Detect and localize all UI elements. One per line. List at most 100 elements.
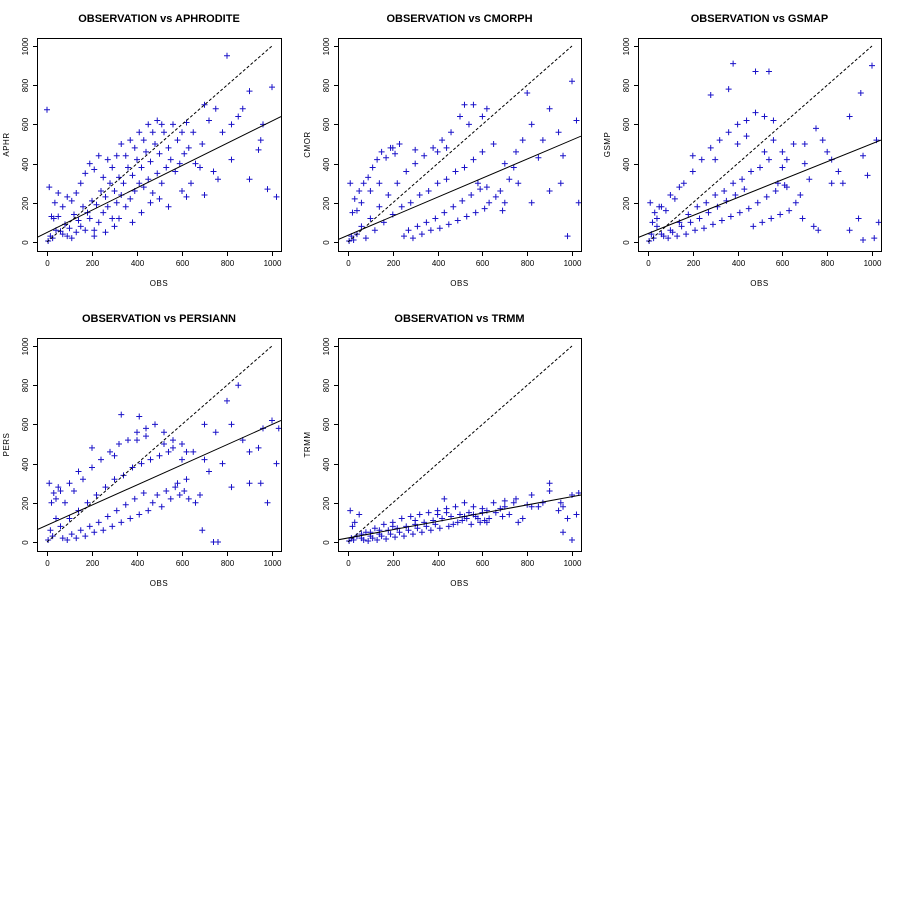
data-point (452, 168, 459, 175)
data-point (792, 199, 799, 206)
data-point (349, 523, 356, 530)
data-point (790, 141, 797, 147)
data-point (163, 488, 170, 495)
data-point (199, 141, 206, 147)
x-tick-label: 600 (776, 259, 790, 268)
y-tick-label: 200 (21, 196, 30, 210)
data-point (228, 421, 235, 428)
data-point (501, 160, 508, 167)
data-point (519, 515, 526, 522)
data-point (77, 180, 84, 187)
data-point (129, 219, 136, 226)
data-point (468, 191, 475, 198)
data-point (539, 137, 546, 144)
x-tick-label: 200 (387, 259, 401, 268)
data-point (255, 146, 262, 153)
x-tick-label: 0 (45, 559, 50, 568)
data-point (806, 176, 813, 183)
data-point (118, 141, 125, 147)
data-point (705, 209, 712, 216)
data-point (674, 233, 681, 240)
data-point (392, 534, 399, 541)
data-point (414, 223, 421, 230)
data-point (358, 223, 365, 230)
data-point (158, 180, 165, 187)
data-point (140, 137, 147, 144)
y-tick-label: 800 (21, 78, 30, 92)
data-point (367, 215, 374, 222)
scatter-points (346, 480, 581, 545)
data-point (167, 495, 174, 502)
data-point (510, 499, 517, 506)
x-tick-label: 400 (732, 259, 746, 268)
data-point (46, 184, 53, 191)
data-point (165, 144, 172, 151)
data-point (660, 233, 667, 240)
data-point (145, 121, 152, 128)
plot-area (338, 45, 581, 245)
data-point (474, 180, 481, 187)
data-point (667, 191, 674, 198)
data-point (170, 437, 176, 444)
data-point (736, 209, 743, 216)
data-point (810, 223, 817, 230)
data-point (143, 425, 149, 432)
x-tick-label: 200 (86, 559, 100, 568)
data-point (64, 537, 71, 544)
data-point (129, 172, 136, 179)
data-point (80, 476, 86, 483)
x-tick-label: 200 (86, 259, 100, 268)
data-point (432, 521, 439, 528)
data-point (698, 156, 705, 163)
y-tick-label: 600 (21, 417, 30, 431)
data-point (349, 209, 356, 216)
data-point (497, 188, 504, 195)
data-point (450, 203, 457, 210)
data-point (869, 62, 875, 69)
y-tick-label: 600 (622, 117, 631, 131)
data-point (560, 529, 567, 536)
data-point (745, 205, 752, 212)
panel-title: OBSERVATION vs APHRODITE (78, 13, 240, 25)
data-point (761, 113, 768, 120)
data-point (161, 441, 167, 447)
data-point (819, 137, 826, 144)
data-point (68, 235, 75, 242)
data-point (154, 170, 161, 177)
data-point (246, 176, 253, 183)
data-point (457, 113, 463, 120)
data-point (770, 117, 777, 124)
data-point (569, 78, 575, 85)
data-point (524, 90, 531, 97)
data-point (519, 137, 526, 144)
x-tick-label: 400 (432, 259, 446, 268)
data-point (201, 191, 208, 198)
data-point (783, 156, 790, 163)
data-point (165, 203, 172, 210)
data-point (569, 537, 575, 544)
data-point (174, 137, 181, 144)
data-point (107, 180, 113, 187)
data-point (707, 144, 714, 151)
data-point (772, 188, 779, 195)
data-point (125, 164, 131, 171)
y-tick-label: 400 (322, 157, 331, 171)
data-point (757, 164, 763, 171)
x-axis-label: OBS (150, 579, 168, 588)
data-point (481, 205, 488, 212)
data-point (824, 148, 831, 155)
x-tick-label: 200 (387, 559, 401, 568)
data-point (546, 488, 553, 495)
data-point (765, 68, 772, 75)
data-point (156, 150, 163, 157)
panel-title: OBSERVATION vs CMORPH (386, 13, 532, 25)
data-point (362, 235, 369, 242)
data-point (351, 519, 358, 526)
data-point (412, 160, 419, 167)
data-point (350, 237, 357, 244)
data-point (365, 538, 372, 545)
data-point (739, 176, 746, 183)
data-point (557, 180, 564, 187)
data-point (376, 180, 383, 187)
data-point (91, 233, 98, 240)
